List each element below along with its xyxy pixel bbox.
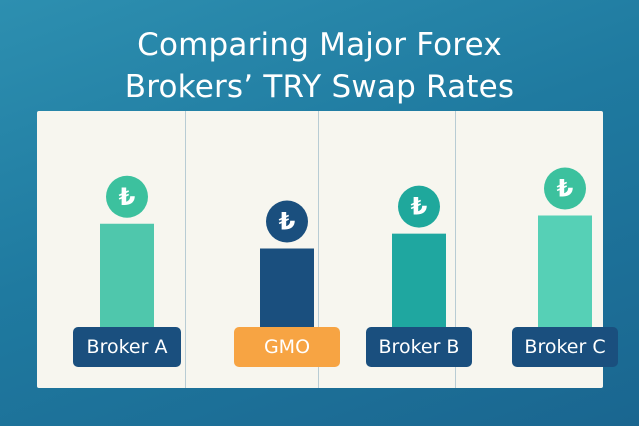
category-label-broker-c: Broker C [512, 327, 618, 367]
chart-title: Comparing Major Forex Brokers’ TRY Swap … [0, 24, 639, 108]
svg-text:₺: ₺ [557, 175, 574, 203]
category-label-broker-a: Broker A [73, 327, 181, 367]
category-label-gmo: GMO [234, 327, 340, 367]
bar-broker-c [538, 215, 592, 331]
column-divider [185, 111, 186, 388]
turkish-lira-coin-icon: ₺ [266, 200, 308, 243]
column-divider [455, 111, 456, 388]
bar-chart: ₺ ₺ ₺ ₺ [100, 167, 592, 331]
chart-title-line-2: Brokers’ TRY Swap Rates [124, 69, 515, 105]
turkish-lira-coin-icon: ₺ [106, 175, 148, 218]
turkish-lira-coin-icon: ₺ [398, 185, 440, 228]
column-divider [318, 111, 319, 388]
chart-panel: ₺ ₺ ₺ ₺ Broker A GMO Broker B Broker C [37, 111, 618, 388]
chart-title-line-1: Comparing Major Forex [137, 27, 502, 63]
bar-broker-b [392, 233, 446, 331]
svg-text:₺: ₺ [279, 208, 296, 236]
category-label-broker-b: Broker B [366, 327, 472, 367]
svg-text:₺: ₺ [119, 183, 136, 211]
turkish-lira-coin-icon: ₺ [544, 167, 586, 210]
bar-gmo [260, 248, 314, 331]
svg-text:₺: ₺ [411, 193, 428, 221]
bar-broker-a [100, 223, 154, 331]
